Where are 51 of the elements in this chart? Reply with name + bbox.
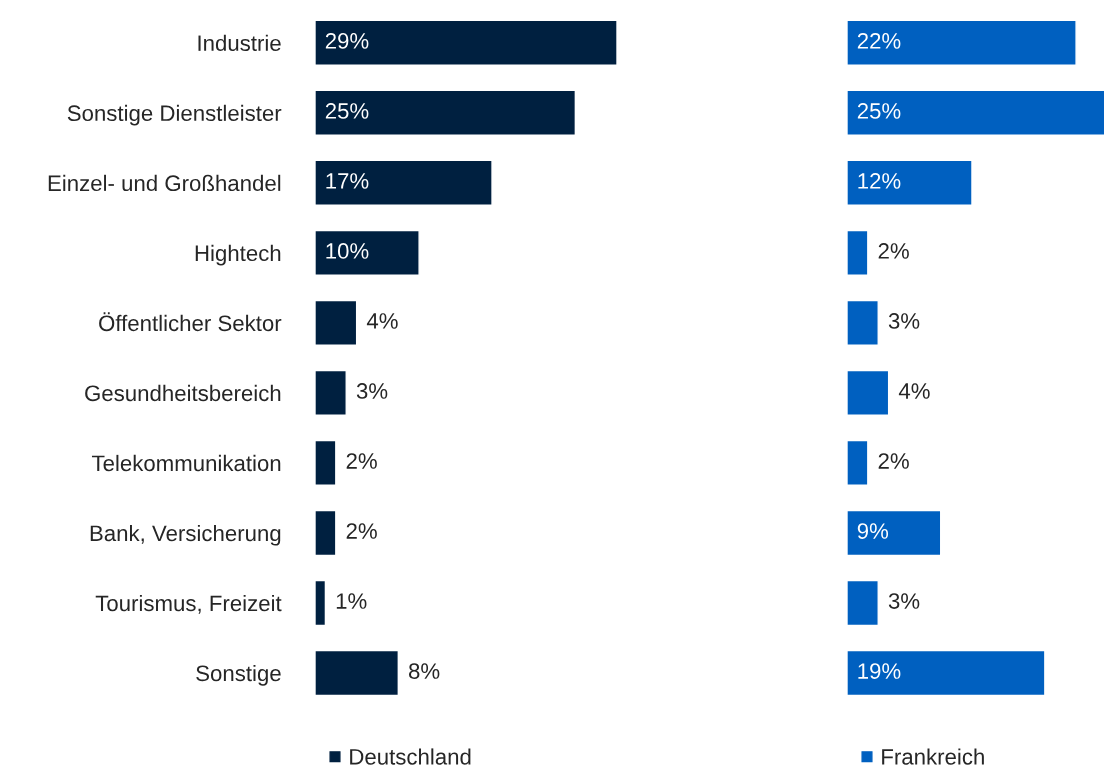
data-label: 19% (858, 663, 901, 679)
data-label: 12% (858, 173, 901, 189)
bar (847, 159, 973, 206)
y-tick-label: Gesundheitsbereich (85, 384, 281, 402)
data-label: 2% (878, 243, 909, 259)
bar (315, 299, 358, 346)
data-label: 25% (857, 103, 901, 119)
legend-label: Deutschland (350, 748, 471, 765)
data-label: 2% (346, 523, 377, 539)
bar (315, 19, 617, 66)
bar (315, 369, 347, 416)
y-tick-label: Einzel- und Großhandel (48, 174, 281, 192)
bar (315, 89, 577, 136)
bar (847, 579, 879, 627)
y-tick-label: Telekommunikation (91, 454, 281, 472)
data-label: 3% (888, 313, 920, 329)
bar (315, 229, 420, 276)
y-tick-label: Sonstige Dienstleister (67, 104, 282, 126)
y-tick-label: Bank, Versicherung (90, 524, 281, 546)
data-label: 2% (346, 453, 377, 469)
bar (847, 649, 1046, 697)
data-label: 3% (356, 383, 388, 399)
y-tick-label: Hightech (195, 244, 281, 266)
bar (315, 579, 327, 627)
data-label: 22% (857, 33, 901, 49)
bar (315, 509, 337, 557)
y-tick-label: Sonstige (196, 664, 281, 686)
data-label: 4% (366, 313, 398, 329)
bar (847, 19, 1077, 66)
bar (847, 439, 869, 487)
data-label: 17% (326, 173, 369, 189)
bar (847, 509, 942, 557)
data-label: 3% (888, 593, 920, 609)
bar (315, 439, 337, 487)
y-tick-label: Öffentlicher Sektor (99, 312, 282, 332)
data-label: 1% (336, 593, 367, 609)
data-label: 2% (878, 453, 909, 469)
bar (847, 369, 890, 416)
bar (847, 299, 879, 346)
data-label: 4% (898, 383, 930, 399)
data-label: 10% (326, 243, 369, 259)
bar (315, 159, 493, 206)
data-label: 25% (325, 103, 369, 119)
data-label: 9% (857, 523, 889, 539)
bar (847, 229, 869, 276)
legend-label: Frankreich (882, 748, 984, 765)
data-label: 8% (409, 663, 440, 679)
data-label: 29% (325, 33, 369, 49)
y-tick-label: Tourismus, Freizeit (95, 594, 282, 614)
y-tick-label: Industrie (198, 34, 281, 52)
bar (315, 649, 400, 697)
